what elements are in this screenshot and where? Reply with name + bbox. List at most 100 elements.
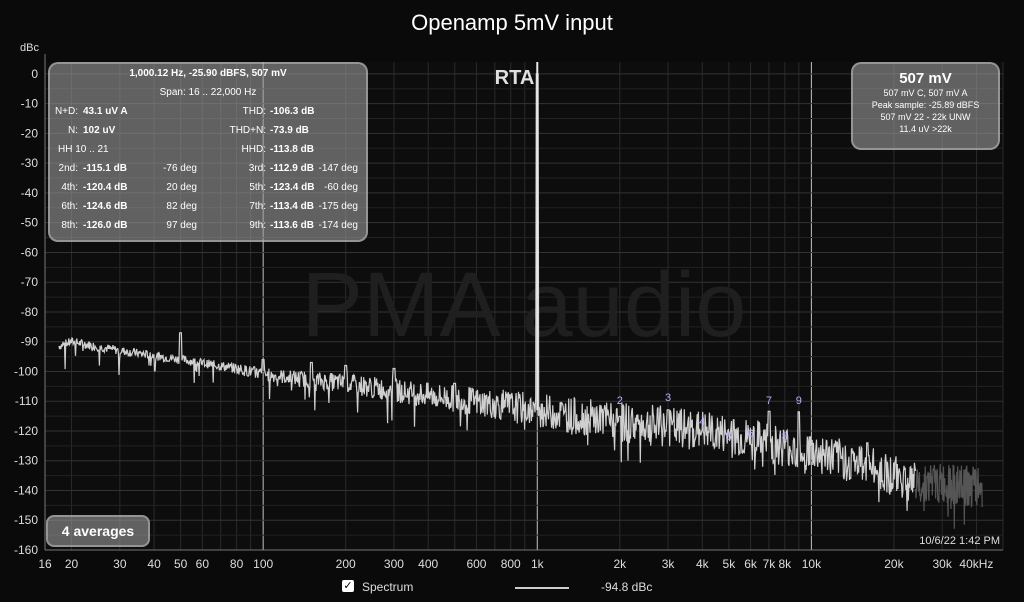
harmonic-label: 9th: [249, 220, 266, 231]
spectrum-line-above-band [915, 463, 983, 529]
harmonic-level: -126.0 dB [83, 220, 128, 231]
x-tick-label: 20 [65, 557, 79, 571]
harmonic-marker: 2 [617, 395, 623, 407]
harmonic-phase: -147 deg [318, 163, 358, 174]
thd-label: THD: [242, 106, 266, 117]
harmonic-level: -112.9 dB [270, 163, 314, 174]
y-tick-label: -30 [21, 156, 39, 170]
spectrum-trace-layer [58, 62, 983, 529]
chart-axes: 0 -10 -20 -30 -40 -50 -60 -70 -80 -90 -100 -110 -120… [14, 54, 1003, 571]
harmonic-label: 2nd: [58, 163, 78, 174]
y-tick-label: -20 [21, 126, 39, 140]
harmonic-level: -124.6 dB [83, 201, 128, 212]
harmonic-phase: -76 deg [163, 163, 197, 174]
x-tick-label: 6k [744, 557, 758, 571]
hhd-value: -113.8 dB [270, 144, 314, 155]
y-tick-label: -110 [15, 394, 38, 408]
y-tick-label: -160 [14, 543, 38, 557]
harmonic-marker: 3 [665, 392, 671, 404]
watermark: PMA audio [302, 254, 747, 356]
x-tick-label: 400 [418, 557, 438, 571]
x-tick-label: 4k [696, 557, 710, 571]
legend-line-swatch [515, 587, 569, 589]
harmonic-marker: 6 [748, 428, 754, 440]
level-main: 507 mV [899, 70, 952, 87]
harmonic-label: 8th: [61, 220, 78, 231]
harmonic-row: 6th: -124.6 dB 82 deg 7th: -113.4 dB -175 deg [50, 197, 366, 216]
hhd-label: HHD: [241, 144, 266, 155]
harmonic-marker: 7 [766, 395, 772, 407]
harmonic-row: 2nd: -115.1 dB -76 deg 3rd: -112.9 dB -147 de… [50, 159, 366, 178]
harmonic-level: -113.6 dB [270, 220, 314, 231]
harmonic-marker: 5 [726, 431, 732, 443]
harmonic-marker: 9 [796, 395, 802, 407]
x-tick-label: 10k [802, 557, 822, 571]
harmonic-marker: 4 [699, 416, 705, 428]
legend: ✓ Spectrum -94.8 dBc [342, 579, 702, 597]
harmonic-phase: -174 deg [318, 220, 358, 231]
x-tick-label: 5k [723, 557, 737, 571]
level-line-2: Peak sample: -25.89 dBFS [871, 100, 980, 110]
y-tick-label: -70 [21, 275, 39, 289]
harmonic-phase: -175 deg [318, 201, 358, 212]
y-tick-label: -130 [14, 454, 38, 468]
x-tick-label: 600 [466, 557, 486, 571]
thd-value: -106.3 dB [270, 106, 315, 117]
chart-title: Openamp 5mV input [411, 10, 613, 35]
harmonic-label: 4th: [61, 182, 78, 193]
x-tick-label: 30k [933, 557, 953, 571]
y-tick-label: -90 [21, 335, 39, 349]
harmonic-row: 4th: -120.4 dB 20 deg 5th: -123.4 dB -60 deg [50, 178, 366, 197]
averages-button[interactable]: 4 averages [46, 515, 150, 547]
x-tick-label: 60 [196, 557, 210, 571]
y-tick-label: -80 [21, 305, 39, 319]
x-tick-label: 80 [230, 557, 244, 571]
y-tick-label: -40 [21, 186, 39, 200]
stats-header: 1,000.12 Hz, -25.90 dBFS, 507 mV [129, 68, 287, 79]
n-value: 102 uV [83, 125, 116, 136]
level-panel[interactable]: 507 mV 507 mV C, 507 mV A Peak sample: -… [851, 62, 1000, 150]
x-tick-label: 40 [147, 557, 161, 571]
n-label: N: [68, 125, 78, 136]
legend-label: Spectrum [362, 580, 414, 594]
harmonic-label: 3rd: [248, 163, 266, 174]
harmonic-phase: 20 deg [166, 182, 197, 193]
level-line-3: 507 mV 22 - 22k UNW [880, 112, 971, 122]
y-axis-unit: dBc [20, 42, 39, 54]
x-tick-label: 800 [501, 557, 521, 571]
level-line-4: 11.4 uV >22k [899, 124, 952, 134]
distortion-stats-panel[interactable]: 1,000.12 Hz, -25.90 dBFS, 507 mV Span: 1… [48, 62, 368, 242]
hh-label: HH 10 .. 21 [58, 144, 109, 155]
legend-value: -94.8 dBc [601, 580, 653, 594]
nd-value: 43.1 uV A [83, 106, 128, 117]
y-tick-label: -60 [21, 245, 39, 259]
timestamp: 10/6/22 1:42 PM [919, 535, 1000, 547]
x-tick-label: 3k [662, 557, 676, 571]
x-tick-label: 300 [384, 557, 404, 571]
harmonic-row: 8th: -126.0 dB 97 deg 9th: -113.6 dB -174 deg [50, 216, 366, 235]
spectrum-checkbox[interactable]: ✓ [342, 580, 354, 592]
level-line-1: 507 mV C, 507 mV A [883, 88, 968, 98]
nd-label: N+D: [54, 106, 78, 117]
harmonic-level: -113.4 dB [270, 201, 314, 212]
x-tick-label: 8k [778, 557, 792, 571]
harmonic-label: 7th: [249, 201, 266, 212]
y-tick-label: 0 [31, 67, 38, 81]
x-tick-label: 200 [336, 557, 356, 571]
harmonic-level: -120.4 dB [83, 182, 128, 193]
y-tick-label: -10 [21, 97, 39, 111]
x-tick-label: 7k [763, 557, 777, 571]
harmonic-marker: 8 [782, 431, 788, 443]
stats-span: Span: 16 .. 22,000 Hz [159, 87, 257, 98]
y-tick-label: -150 [14, 513, 38, 527]
y-tick-label: -100 [14, 364, 38, 378]
x-tick-label: 2k [613, 557, 627, 571]
y-tick-label: -50 [21, 216, 39, 230]
thdn-label: THD+N: [229, 125, 266, 136]
x-tick-label: 16 [38, 557, 52, 571]
x-tick-label: 20k [884, 557, 904, 571]
harmonic-label: 6th: [61, 201, 78, 212]
harmonic-level: -115.1 dB [83, 163, 127, 174]
spectrum-line [58, 73, 917, 511]
